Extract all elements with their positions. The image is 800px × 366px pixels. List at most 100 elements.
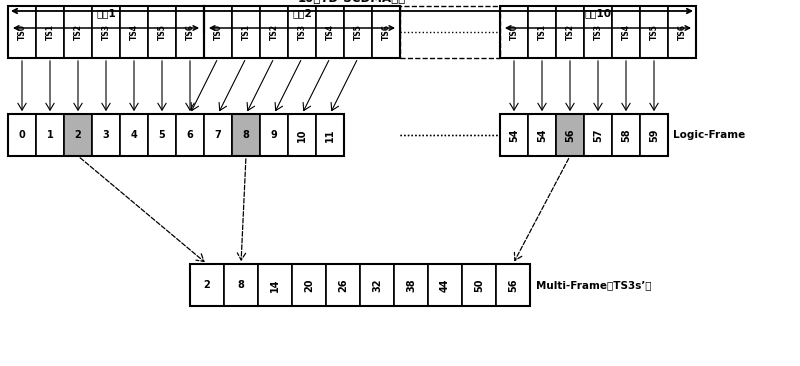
Bar xyxy=(148,6,176,58)
Bar xyxy=(500,6,696,58)
Bar xyxy=(190,264,530,306)
Text: TS2: TS2 xyxy=(74,24,82,40)
Bar xyxy=(224,264,258,306)
Text: 58: 58 xyxy=(621,128,631,142)
Text: 8: 8 xyxy=(242,130,250,140)
Bar xyxy=(500,114,668,156)
Text: 2: 2 xyxy=(74,130,82,140)
Text: TS3: TS3 xyxy=(102,24,110,40)
Bar xyxy=(204,114,232,156)
Text: TS5: TS5 xyxy=(650,24,658,40)
Bar xyxy=(8,114,344,156)
Text: 57: 57 xyxy=(593,128,603,142)
Text: TS5: TS5 xyxy=(354,24,362,40)
Bar xyxy=(556,6,584,58)
Bar xyxy=(260,114,288,156)
Bar xyxy=(36,114,64,156)
Text: 11: 11 xyxy=(325,128,335,142)
Bar xyxy=(372,6,400,58)
Bar xyxy=(360,264,394,306)
Text: 3: 3 xyxy=(102,130,110,140)
Bar xyxy=(500,6,528,58)
Bar xyxy=(120,114,148,156)
Text: 7: 7 xyxy=(214,130,222,140)
Text: TS4: TS4 xyxy=(622,24,630,40)
Text: 1: 1 xyxy=(46,130,54,140)
Text: 59: 59 xyxy=(649,128,659,142)
Text: 54: 54 xyxy=(537,128,547,142)
Bar xyxy=(260,6,288,58)
Text: 10个TD-SCDMA子帧: 10个TD-SCDMA子帧 xyxy=(298,0,406,5)
Text: TS0: TS0 xyxy=(18,24,26,40)
Bar xyxy=(190,264,224,306)
Bar xyxy=(394,264,428,306)
Bar xyxy=(500,114,528,156)
Bar xyxy=(612,114,640,156)
Bar xyxy=(64,114,92,156)
Bar xyxy=(496,264,530,306)
Text: TS0: TS0 xyxy=(510,24,518,40)
Text: 2: 2 xyxy=(204,280,210,290)
Text: TS1: TS1 xyxy=(46,24,54,40)
Text: TS3: TS3 xyxy=(298,24,306,40)
Text: 32: 32 xyxy=(372,278,382,292)
Bar xyxy=(120,6,148,58)
Text: 子帧1: 子帧1 xyxy=(96,8,116,18)
Bar xyxy=(204,6,232,58)
Text: 56: 56 xyxy=(508,278,518,292)
Bar xyxy=(428,264,462,306)
Bar xyxy=(92,6,120,58)
Text: 5: 5 xyxy=(158,130,166,140)
Text: TS3: TS3 xyxy=(594,24,602,40)
Text: 50: 50 xyxy=(474,278,484,292)
Bar xyxy=(462,264,496,306)
Bar xyxy=(584,6,612,58)
Text: 子帧10: 子帧10 xyxy=(585,8,611,18)
Text: TS5: TS5 xyxy=(158,24,166,40)
Text: 6: 6 xyxy=(186,130,194,140)
Bar xyxy=(176,6,204,58)
Bar xyxy=(258,264,292,306)
Text: 26: 26 xyxy=(338,278,348,292)
Bar xyxy=(232,114,260,156)
Bar xyxy=(528,114,556,156)
Bar xyxy=(640,114,668,156)
Text: TS6: TS6 xyxy=(382,24,390,40)
Bar xyxy=(640,6,668,58)
Bar xyxy=(400,6,500,58)
Bar xyxy=(316,114,344,156)
Text: 子帧2: 子帧2 xyxy=(292,8,312,18)
Bar xyxy=(148,114,176,156)
Bar xyxy=(668,6,696,58)
Bar xyxy=(232,6,260,58)
Text: TS2: TS2 xyxy=(566,24,574,40)
Text: TS2: TS2 xyxy=(270,24,278,40)
Bar xyxy=(8,114,36,156)
Text: 8: 8 xyxy=(238,280,245,290)
Text: 10: 10 xyxy=(297,128,307,142)
Text: TS4: TS4 xyxy=(326,24,334,40)
Bar xyxy=(8,6,36,58)
Text: TS4: TS4 xyxy=(130,24,138,40)
Text: 20: 20 xyxy=(304,278,314,292)
Bar xyxy=(344,6,372,58)
Text: 14: 14 xyxy=(270,278,280,292)
Text: TS6: TS6 xyxy=(678,24,686,40)
Text: 4: 4 xyxy=(130,130,138,140)
Text: Logic-Frame: Logic-Frame xyxy=(673,130,746,140)
Text: TS1: TS1 xyxy=(242,24,250,40)
Bar xyxy=(36,6,64,58)
Bar xyxy=(288,6,316,58)
Text: TS1: TS1 xyxy=(538,24,546,40)
Text: TS6: TS6 xyxy=(186,24,194,40)
Text: 9: 9 xyxy=(270,130,278,140)
Text: Multi-Frame（TS3s’）: Multi-Frame（TS3s’） xyxy=(536,280,651,290)
Text: 0: 0 xyxy=(18,130,26,140)
Text: TS0: TS0 xyxy=(214,24,222,40)
Bar xyxy=(176,114,204,156)
Bar xyxy=(8,6,204,58)
Text: 38: 38 xyxy=(406,278,416,292)
Bar xyxy=(528,6,556,58)
Bar xyxy=(292,264,326,306)
Text: 56: 56 xyxy=(565,128,575,142)
